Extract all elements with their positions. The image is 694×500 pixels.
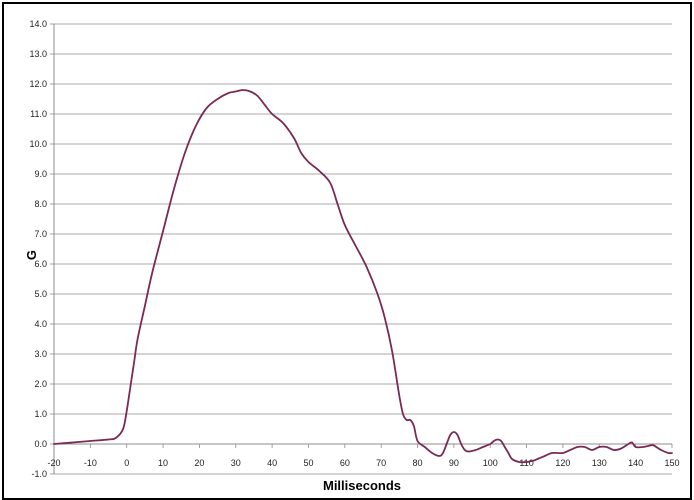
x-tick-label: 80: [413, 458, 423, 468]
x-axis-label: Milliseconds: [323, 478, 401, 493]
y-tick-label: -1.0: [31, 469, 47, 479]
x-tick-label: 140: [628, 458, 643, 468]
y-tick-label: 13.0: [29, 49, 47, 59]
y-tick-label: 4.0: [34, 319, 47, 329]
x-tick-label: -10: [84, 458, 97, 468]
x-tick-label: 130: [592, 458, 607, 468]
x-tick-label: -20: [47, 458, 60, 468]
x-tick-label: 120: [555, 458, 570, 468]
x-tick-label: 10: [158, 458, 168, 468]
series-line: [53, 89, 673, 464]
x-tick-label: 110: [519, 458, 533, 468]
y-tick-label: 8.0: [34, 199, 47, 209]
y-tick-label: 11.0: [30, 109, 47, 119]
y-axis-label: G: [24, 250, 39, 260]
y-tick-label: 0.0: [34, 439, 47, 449]
y-tick-labels: -1.0 0.0 1.0 2.0 3.0 4.0 5.0 6.0 7.0 8.0 9.0 10.0 11…: [29, 19, 47, 479]
x-tick-label: 60: [340, 458, 350, 468]
y-tick-label: 2.0: [34, 379, 47, 389]
y-tick-label: 10.0: [29, 139, 47, 149]
y-tick-label: 1.0: [34, 409, 47, 419]
axes: [50, 23, 673, 475]
y-tick-label: 5.0: [34, 289, 47, 299]
y-tick-label: 3.0: [34, 349, 47, 359]
y-tick-label: 14.0: [29, 19, 47, 29]
y-tick-label: 12.0: [29, 79, 47, 89]
x-tick-label: 150: [664, 458, 679, 468]
x-tick-label: 90: [449, 458, 459, 468]
series-layer: [53, 89, 673, 464]
x-tick-labels: -20 -10 0 10 20 30 40 50 60 70 80 90 100 110 120 130 140…: [47, 458, 679, 468]
gridlines: [54, 23, 672, 475]
x-tick-label: 100: [483, 458, 498, 468]
x-tick-label: 0: [124, 458, 129, 468]
x-tick-label: 30: [231, 458, 241, 468]
y-tick-label: 9.0: [34, 169, 47, 179]
x-tick-label: 70: [376, 458, 386, 468]
y-tick-label: 6.0: [34, 259, 47, 269]
x-tick-label: 50: [303, 458, 313, 468]
y-tick-label: 7.0: [34, 229, 47, 239]
x-tick-label: 20: [194, 458, 204, 468]
x-tick-label: 40: [267, 458, 277, 468]
